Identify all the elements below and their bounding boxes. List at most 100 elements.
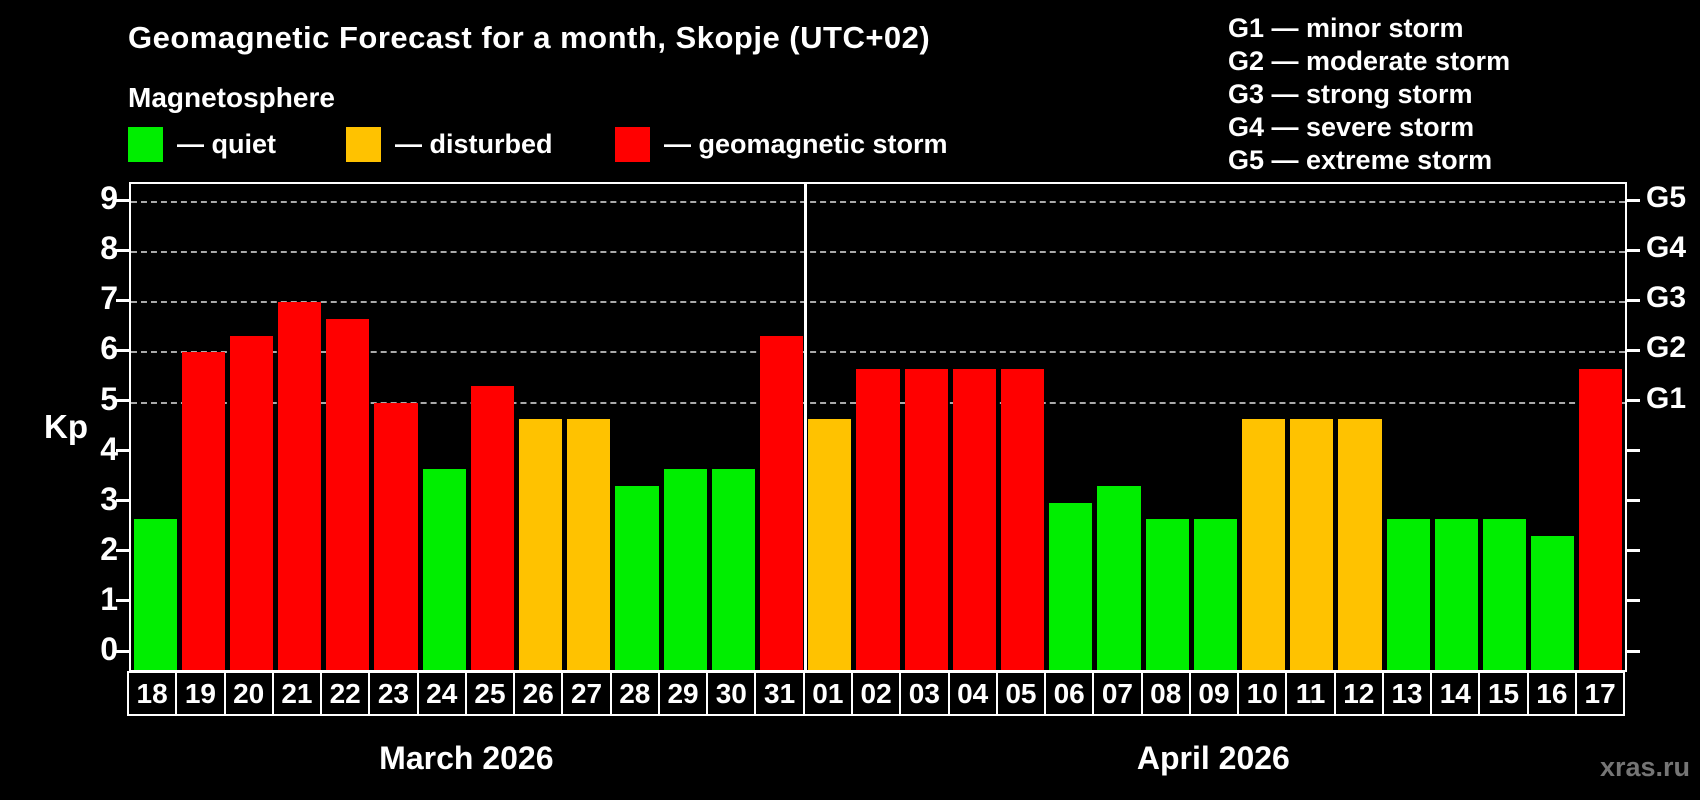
g-axis-label-g3: G3 [1646,281,1687,315]
legend-item-storm: — geomagnetic storm [615,126,948,162]
date-cell-10: 10 [1237,671,1288,716]
y-tick-label-6: 6 [100,330,118,367]
date-cell-29: 29 [657,671,709,716]
y-axis-tick-left [116,449,129,453]
kp-bar-30 [711,469,755,670]
kp-bar-04 [952,368,996,670]
y-axis-tick-left [116,298,129,302]
date-cell-19: 19 [175,671,226,716]
kp-bar-16 [1531,536,1575,670]
watermark: xras.ru [1599,752,1690,782]
y-tick-label-2: 2 [100,530,118,567]
disturbed-swatch-icon [346,126,381,162]
g-scale-line-g1: G1 — minor storm [1228,13,1464,43]
date-cell-16: 16 [1526,671,1577,716]
y-axis-tick-left [116,549,129,553]
date-cell-07: 07 [1092,671,1143,716]
kp-bar-22 [326,318,370,670]
kp-bar-23 [374,402,418,670]
legend-item-quiet: — quiet [128,126,276,162]
storm-swatch-icon [615,126,650,162]
legend-label-disturbed: — disturbed [395,128,553,159]
date-cell-20: 20 [223,671,274,716]
g-scale-line-g4: G4 — severe storm [1228,112,1475,142]
month-divider [804,184,808,670]
y-tick-label-5: 5 [100,380,118,417]
legend-item-disturbed: — disturbed [346,126,553,162]
g-scale-line-g5: G5 — extreme storm [1228,145,1493,175]
legend-label-storm: — geomagnetic storm [664,128,948,159]
date-cell-23: 23 [368,671,419,716]
gridline-kp7 [131,301,1625,304]
kp-bar-02 [856,368,900,670]
y-axis-tick-right [1627,399,1640,402]
quiet-swatch-icon [128,126,163,162]
kp-bar-28 [615,486,659,670]
date-cell-17: 17 [1574,671,1626,716]
kp-bar-13 [1386,519,1430,670]
g-axis-label-g4: G4 [1646,231,1687,265]
date-cell-12: 12 [1333,671,1384,716]
kp-bar-31 [760,335,804,670]
g-axis-label-g2: G2 [1646,331,1687,365]
y-axis-tick-right [1627,649,1640,653]
y-axis-tick-left [116,348,129,352]
kp-bar-29 [663,469,707,670]
y-tick-label-3: 3 [100,480,118,517]
g-scale-legend: G1 — minor storm G2 — moderate storm G3 … [1228,12,1510,177]
y-axis-tick-right [1627,499,1640,503]
kp-bar-15 [1482,519,1527,670]
x-axis-date-row: 18 19 20 21 22 23 24 25 26 27 28 29 30 31 01 02 03 04 05 06… [127,671,1626,716]
kp-bar-12 [1338,419,1382,670]
y-axis-tick-right [1627,248,1640,252]
date-cell-30: 30 [706,671,757,716]
kp-bar-26 [519,419,563,670]
date-cell-26: 26 [513,671,564,716]
y-axis-tick-right [1627,348,1640,352]
plot-area [129,182,1627,672]
y-axis-title: Kp [44,408,88,445]
date-cell-22: 22 [320,671,371,716]
kp-bar-06 [1049,502,1093,670]
y-tick-label-8: 8 [100,230,118,267]
kp-bar-07 [1097,486,1141,670]
legend-label-quiet: — quiet [177,128,276,159]
date-cell-06: 06 [1044,671,1095,716]
kp-bar-20 [229,335,274,670]
month-label-april: April 2026 [1136,740,1290,776]
g-scale-line-g2: G2 — moderate storm [1228,46,1511,76]
date-cell-08: 08 [1140,671,1191,716]
y-axis-tick-right [1627,298,1640,302]
kp-bar-18 [133,519,177,670]
kp-bar-27 [567,419,611,670]
gridline-kp9 [131,201,1625,204]
g-scale-line-g3: G3 — strong storm [1228,79,1473,109]
kp-bar-19 [181,352,225,670]
month-label-march: March 2026 [379,740,554,776]
y-tick-label-0: 0 [100,631,118,667]
kp-bar-25 [470,385,515,670]
date-cell-24: 24 [416,671,467,716]
date-cell-04: 04 [947,671,998,716]
date-cell-21: 21 [271,671,323,716]
gridline-kp6 [131,351,1625,354]
kp-bar-11 [1290,419,1334,670]
kp-bar-24 [422,469,466,670]
kp-bar-03 [904,368,948,670]
gridline-kp8 [131,251,1625,254]
chart-subtitle: Magnetosphere [128,82,335,113]
y-axis-tick-right [1627,198,1640,202]
kp-bar-21 [278,302,322,670]
g-axis-label-g5: G5 [1646,181,1687,215]
g-axis-label-g1: G1 [1646,381,1687,415]
kp-bar-17 [1579,368,1623,670]
kp-bar-01 [808,419,852,670]
date-cell-01: 01 [802,671,853,716]
y-tick-label-1: 1 [100,580,118,617]
y-tick-label-7: 7 [100,280,118,317]
y-axis-tick-left [116,649,129,653]
kp-bar-10 [1241,419,1286,670]
date-cell-18: 18 [127,671,178,716]
y-axis-tick-left [116,248,129,252]
